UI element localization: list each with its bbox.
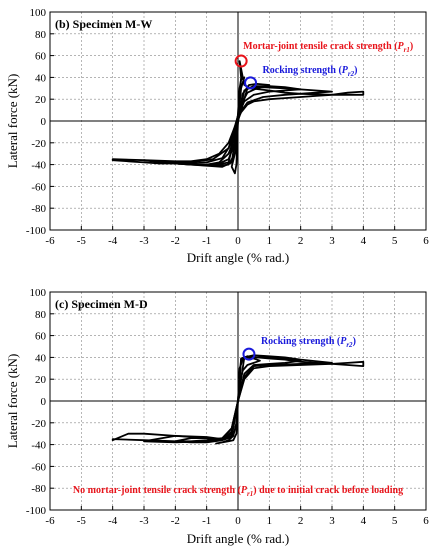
panel-title-b: (b) Specimen M-W [55,17,152,31]
chart-specimen-m-d: -6 -5 -4 -3 -2 -1 0 1 2 3 4 5 6 100 80 60 40 20 0 -20 -40 -60… [5,287,429,546]
annotation-subscript: r1 [404,46,410,54]
annotation-rocking-strength: Rocking strength (Pr2) [261,336,356,349]
strength-markers-b [234,54,258,90]
chart-specimen-m-w: -6 -5 -4 -3 -2 -1 0 1 2 3 4 5 6 100 80 60 40 20 0 -20 -40 -60… [5,7,429,265]
y-tick-label: 80 [35,29,47,41]
y-tick-label: -80 [31,483,46,495]
x-tick-label: -5 [77,515,87,527]
x-tick-label: 1 [267,515,273,527]
x-tick-label: 2 [298,235,304,247]
annotation-symbol: P [342,65,349,76]
y-tick-label: 60 [35,51,47,63]
grid-c [50,292,426,510]
hysteresis-loop-2 [174,355,302,444]
x-tick-label: 3 [329,235,335,247]
x-axis-label-b: Drift angle (% rad.) [187,250,290,265]
y-tick-label: -20 [31,418,46,430]
x-tick-label: 4 [361,235,367,247]
y-tick-label: 0 [41,116,47,128]
annotation-crack-strength: No mortar-joint tensile crack strength (… [73,485,403,498]
tick-labels-c: -6 -5 -4 -3 -2 -1 0 1 2 3 4 5 6 100 80 60 40 20 0 -20 -40 -60… [26,287,429,527]
tick-labels-b: -6 -5 -4 -3 -2 -1 0 1 2 3 4 5 6 100 80 60 40 20 0 -20 -40 -60… [26,7,429,247]
y-tick-label: 80 [35,309,47,321]
annotation-text: No mortar-joint tensile crack strength ( [73,485,242,496]
y-tick-label: -80 [31,203,46,215]
annotation-subscript: r2 [346,341,353,349]
annotation-rocking-strength: Rocking strength (Pr2) [263,65,358,78]
strength-marker-circle [234,54,248,68]
y-tick-label: 100 [30,287,47,299]
y-axis-label-c: Lateral force (kN) [5,354,20,449]
y-tick-label: 0 [41,396,47,408]
annotation-close: ) due to initial crack before loading [253,485,403,496]
strength-marker-circle [242,347,256,361]
annotation-symbol: P [241,485,248,496]
y-tick-label: -60 [31,181,46,193]
x-tick-label: -6 [45,515,55,527]
annotation-close: ) [354,65,357,76]
panel-title-c: (c) Specimen M-D [55,297,148,311]
y-tick-label: -100 [26,225,47,237]
x-tick-label: 2 [298,515,304,527]
x-tick-label: -3 [139,515,149,527]
x-tick-label: -6 [45,235,55,247]
y-tick-label: 100 [30,7,47,19]
strength-markers-c [242,347,256,361]
x-tick-label: 3 [329,515,335,527]
x-tick-label: 6 [423,235,429,247]
y-tick-label: 40 [35,352,47,364]
x-tick-label: -2 [171,515,180,527]
annotations-c: Rocking strength (Pr2)No mortar-joint te… [73,336,403,498]
x-axis-label-c: Drift angle (% rad.) [187,531,290,546]
annotation-subscript: r1 [247,490,253,498]
annotation-symbol: P [340,336,347,347]
hysteresis-curves-c [111,354,365,445]
x-tick-label: -3 [139,235,149,247]
annotation-subscript: r2 [348,70,355,78]
y-tick-label: 60 [35,331,47,343]
annotation-text: Mortar-joint tensile crack strength ( [243,41,398,52]
x-tick-label: 5 [392,235,398,247]
x-tick-label: -1 [202,235,211,247]
annotations-b: Mortar-joint tensile crack strength (Pr1… [243,41,413,78]
annotation-text: Rocking strength ( [263,65,343,76]
x-tick-label: 0 [235,515,241,527]
y-tick-label: 40 [35,72,47,84]
y-tick-label: 20 [35,374,47,386]
annotation-close: ) [353,336,356,347]
hysteresis-curves-b [111,60,365,175]
annotation-text: Rocking strength ( [261,336,341,347]
strength-marker-circle [244,76,258,90]
annotation-crack-strength: Mortar-joint tensile crack strength (Pr1… [243,41,413,54]
x-tick-label: 6 [423,515,429,527]
y-axis-label-b: Lateral force (kN) [5,74,20,169]
x-tick-label: -2 [171,235,180,247]
y-tick-label: -40 [31,160,46,172]
annotation-symbol: P [398,41,405,52]
x-tick-label: -5 [77,235,87,247]
y-tick-label: -20 [31,138,46,150]
y-tick-label: -60 [31,461,46,473]
y-tick-label: -100 [26,505,47,517]
x-tick-label: 0 [235,235,241,247]
x-tick-label: -1 [202,515,211,527]
hysteresis-loop-4 [230,76,246,175]
hysteresis-loop-3 [215,356,261,445]
x-tick-label: -4 [108,515,118,527]
x-tick-label: 1 [267,235,273,247]
y-tick-label: 20 [35,94,47,106]
x-tick-label: 5 [392,515,398,527]
x-tick-label: 4 [361,515,367,527]
y-tick-label: -40 [31,440,46,452]
annotation-close: ) [410,41,413,52]
x-tick-label: -4 [108,235,118,247]
